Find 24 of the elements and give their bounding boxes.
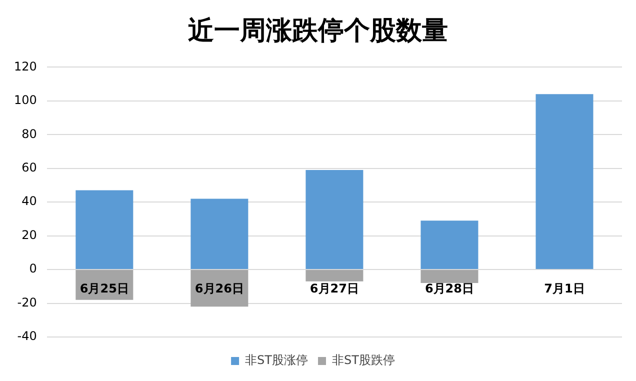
x-tick-label: 7月1日 — [544, 282, 585, 296]
y-tick-label: 40 — [22, 194, 37, 208]
x-tick-label: 6月28日 — [424, 282, 474, 296]
legend-label: 非ST股跌停 — [332, 353, 395, 368]
bar — [536, 94, 594, 270]
bar — [190, 198, 248, 270]
legend-label: 非ST股涨停 — [245, 353, 308, 368]
y-tick-label: 20 — [22, 228, 37, 242]
y-tick-label: 0 — [29, 262, 37, 276]
x-tick-label: 6月27日 — [310, 282, 359, 296]
bar — [306, 170, 364, 270]
chart-title: 近一周涨跌停个股数量 — [187, 15, 449, 48]
y-tick-label: 120 — [14, 59, 37, 74]
bar — [76, 190, 134, 270]
y-tick-label: 80 — [22, 126, 37, 141]
y-tick-label: -40 — [17, 329, 37, 344]
x-tick-label: 6月26日 — [194, 282, 244, 296]
bar — [306, 270, 364, 282]
y-tick-label: -20 — [17, 295, 37, 310]
y-tick-label: 60 — [22, 160, 37, 174]
bar — [420, 270, 478, 284]
x-tick-label: 6月25日 — [80, 282, 129, 296]
y-tick-label: 100 — [14, 93, 37, 108]
bar — [420, 220, 478, 270]
